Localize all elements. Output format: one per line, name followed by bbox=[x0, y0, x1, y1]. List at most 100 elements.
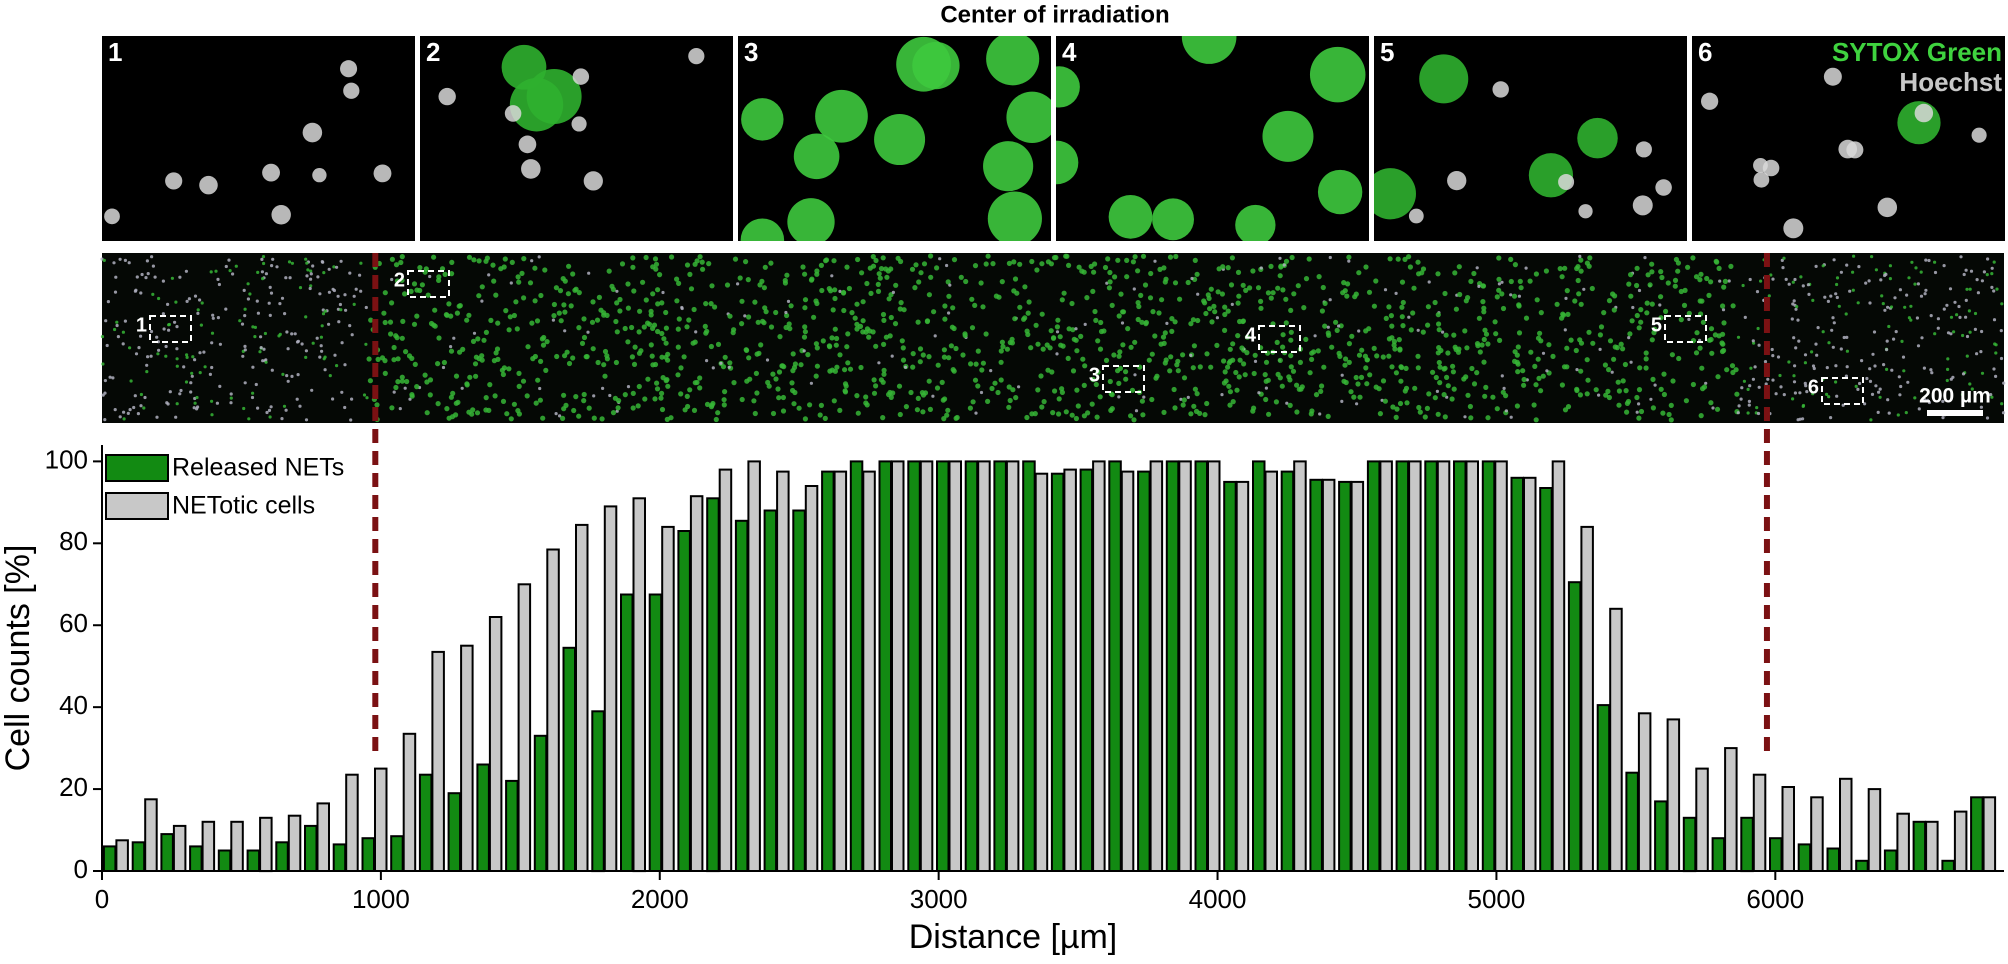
strip-cell bbox=[1618, 341, 1624, 347]
strip-cell bbox=[934, 265, 940, 271]
strip-cell bbox=[1094, 414, 1100, 420]
strip-cell bbox=[731, 380, 737, 386]
strip-cell bbox=[1135, 316, 1141, 323]
strip-cell bbox=[1259, 266, 1263, 270]
strip-cell bbox=[1035, 341, 1041, 347]
strip-cell bbox=[128, 346, 132, 350]
strip-cell bbox=[980, 360, 987, 366]
bar bbox=[1408, 460, 1422, 872]
bar bbox=[1223, 480, 1237, 872]
strip-cell bbox=[304, 257, 308, 261]
strip-cell bbox=[1481, 309, 1487, 315]
nucleus bbox=[104, 208, 120, 225]
strip-cell bbox=[1313, 392, 1320, 398]
strip-cell bbox=[1821, 330, 1825, 334]
strip-cell bbox=[798, 362, 804, 368]
strip-cell bbox=[860, 299, 866, 305]
strip-cell bbox=[1485, 415, 1491, 421]
strip-cell bbox=[1763, 360, 1768, 364]
strip-cell bbox=[532, 298, 538, 304]
strip-cell bbox=[113, 327, 117, 332]
strip-cell bbox=[995, 389, 1001, 396]
strip-cell bbox=[319, 344, 323, 348]
bar bbox=[316, 802, 330, 873]
strip-cell bbox=[1852, 254, 1856, 258]
strip-cell bbox=[1140, 412, 1146, 418]
strip-cell bbox=[1658, 303, 1662, 307]
strip-cell bbox=[870, 329, 876, 335]
strip-cell bbox=[340, 341, 344, 345]
strip-cell bbox=[920, 409, 926, 415]
strip-cell bbox=[185, 353, 189, 357]
strip-cell bbox=[985, 398, 991, 404]
strip-cell bbox=[1612, 293, 1618, 299]
strip-cell bbox=[1185, 279, 1191, 286]
strip-cell bbox=[1577, 392, 1583, 398]
strip-cell bbox=[1985, 416, 1990, 420]
strip-cell bbox=[996, 294, 1002, 300]
strip-cell bbox=[1056, 396, 1062, 402]
strip-cell bbox=[444, 406, 450, 412]
strip-cell bbox=[538, 386, 542, 391]
strip-cell bbox=[537, 397, 544, 403]
strip-cell bbox=[855, 256, 861, 263]
strip-cell bbox=[139, 404, 143, 408]
strip-cell bbox=[146, 355, 150, 359]
strip-cell bbox=[1222, 369, 1228, 375]
strip-cell bbox=[1162, 330, 1168, 336]
strip-cell bbox=[763, 309, 769, 315]
strip-cell bbox=[1264, 386, 1268, 390]
strip-cell bbox=[1355, 402, 1359, 406]
strip-cell bbox=[1883, 308, 1887, 312]
strip-cell bbox=[277, 334, 281, 338]
strip-cell bbox=[1545, 369, 1549, 373]
strip-cell bbox=[1084, 295, 1090, 301]
strip-cell bbox=[1357, 394, 1363, 400]
strip-cell bbox=[1129, 387, 1136, 393]
strip-cell bbox=[527, 280, 534, 286]
strip-cell bbox=[663, 354, 669, 360]
strip-cell bbox=[1578, 368, 1584, 374]
micrograph: 1 bbox=[102, 36, 415, 241]
strip-cell bbox=[927, 406, 934, 412]
zoom-box-label: 2 bbox=[394, 269, 405, 291]
strip-cell bbox=[146, 272, 150, 276]
strip-cell bbox=[1386, 353, 1392, 359]
strip-cell bbox=[139, 334, 143, 338]
strip-cell bbox=[260, 270, 264, 274]
strip-cell bbox=[809, 381, 814, 385]
strip-cell bbox=[1204, 351, 1210, 357]
strip-cell bbox=[1634, 282, 1640, 289]
strip-cell bbox=[1179, 397, 1183, 401]
strip-cell bbox=[1172, 280, 1179, 286]
strip-cell bbox=[114, 275, 118, 279]
strip-cell bbox=[336, 294, 340, 298]
strip-cell bbox=[1230, 341, 1236, 347]
strip-cell bbox=[1313, 334, 1317, 338]
strip-cell bbox=[1357, 329, 1361, 333]
bar bbox=[718, 468, 733, 872]
strip-cell bbox=[1782, 256, 1786, 260]
strip-cell bbox=[581, 334, 588, 341]
strip-cell bbox=[916, 279, 922, 285]
strip-cell bbox=[1427, 280, 1431, 284]
strip-cell bbox=[891, 290, 896, 294]
strip-cell bbox=[1961, 333, 1965, 338]
strip-cell bbox=[1756, 326, 1760, 331]
strip-cell bbox=[1797, 339, 1801, 343]
strip-cell bbox=[1010, 387, 1016, 393]
strip-cell bbox=[1188, 411, 1194, 417]
strip-cell bbox=[883, 266, 889, 272]
strip-cell bbox=[1109, 302, 1115, 308]
bar bbox=[275, 841, 289, 872]
strip-cell bbox=[1576, 291, 1582, 297]
strip-cell bbox=[617, 296, 623, 303]
strip-cell bbox=[1278, 256, 1282, 260]
strip-cell bbox=[1082, 363, 1088, 369]
bar bbox=[1165, 460, 1180, 872]
strip-cell bbox=[1092, 308, 1098, 315]
strip-cell bbox=[1017, 261, 1023, 267]
strip-cell bbox=[847, 366, 854, 372]
strip-cell bbox=[881, 367, 887, 373]
strip-cell bbox=[1175, 358, 1181, 364]
